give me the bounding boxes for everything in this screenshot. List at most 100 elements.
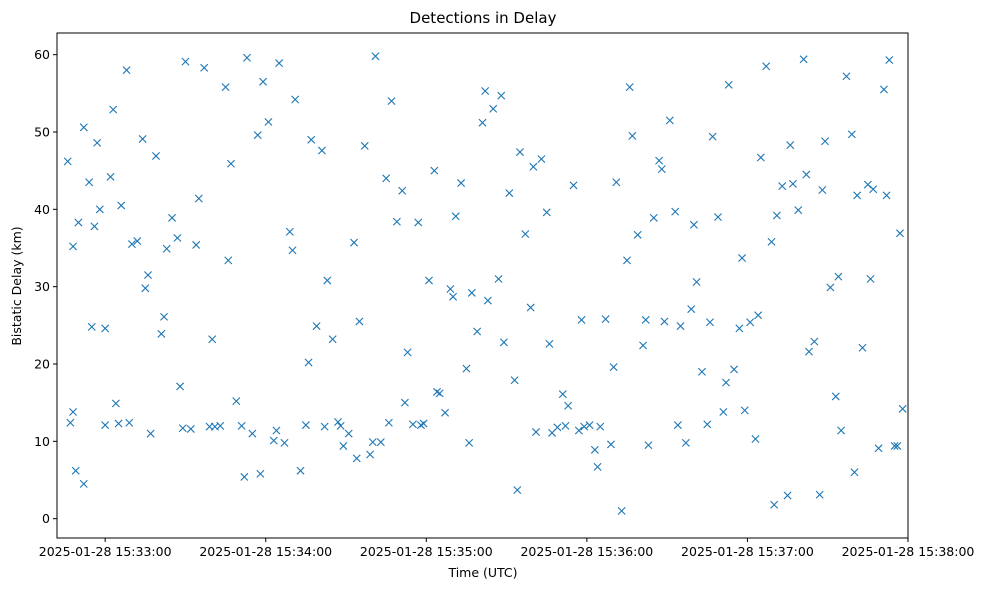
data-point [449, 292, 458, 301]
data-point [133, 237, 142, 246]
data-point [141, 284, 150, 293]
data-point [526, 303, 535, 312]
data-point [101, 324, 110, 333]
x-tick-label: 2025-01-28 15:34:00 [199, 544, 332, 559]
data-point [804, 347, 813, 356]
data-point [786, 141, 795, 150]
data-point [705, 318, 714, 327]
data-point [778, 182, 787, 191]
data-point [446, 284, 455, 293]
data-point [368, 438, 377, 447]
data-point [398, 186, 407, 195]
x-tick-label: 2025-01-28 15:37:00 [681, 544, 814, 559]
y-axis-label: Bistatic Delay (km) [9, 226, 24, 345]
data-point [301, 421, 310, 430]
data-point [815, 490, 824, 499]
data-point [416, 421, 425, 430]
data-point [714, 213, 722, 222]
data-point [751, 435, 760, 443]
data-point [730, 365, 739, 374]
data-point [93, 138, 102, 147]
data-point [433, 387, 441, 396]
data-point [853, 191, 862, 200]
data-point [505, 189, 514, 198]
data-point [879, 85, 888, 94]
x-tick-label: 2025-01-28 15:38:00 [842, 544, 975, 559]
data-point [237, 421, 246, 430]
plot-area-frame [56, 32, 909, 539]
data-point [106, 172, 115, 181]
data-point [850, 468, 859, 477]
data-point [687, 305, 696, 314]
data-point [384, 418, 393, 427]
data-point [352, 454, 361, 463]
data-point [334, 418, 342, 426]
data-point [304, 358, 313, 367]
data-point [240, 472, 249, 481]
data-point [740, 406, 749, 415]
data-point [291, 95, 300, 104]
data-point [754, 311, 763, 320]
data-point [762, 62, 771, 71]
data-point [288, 246, 297, 255]
data-point [109, 105, 118, 114]
data-point [226, 159, 235, 168]
data-point [74, 218, 83, 227]
data-point [513, 486, 522, 495]
data-point [673, 421, 682, 430]
data-point [336, 421, 345, 430]
data-point [644, 441, 653, 450]
data-point [489, 104, 498, 113]
data-point [756, 153, 765, 162]
data-point [746, 318, 755, 327]
data-point [157, 329, 166, 338]
data-point [558, 390, 567, 399]
y-tick-label: 50 [34, 124, 50, 139]
data-point [90, 222, 99, 231]
data-point [770, 500, 779, 509]
data-point [192, 240, 201, 249]
data-point [869, 185, 878, 194]
data-point [783, 491, 792, 500]
data-point [259, 77, 268, 86]
data-point [160, 312, 169, 321]
data-point [703, 420, 712, 429]
data-point [392, 217, 401, 226]
data-point [561, 421, 570, 430]
data-point [553, 423, 562, 432]
data-point [738, 254, 747, 263]
data-point [826, 283, 835, 292]
data-point [125, 418, 134, 427]
data-point [457, 179, 466, 188]
data-point [323, 276, 332, 285]
data-point [216, 421, 225, 430]
data-point [101, 421, 110, 430]
data-point [146, 429, 155, 438]
data-point [253, 131, 262, 140]
data-point [858, 343, 867, 352]
data-point [719, 407, 728, 416]
data-point [280, 438, 289, 447]
data-point [382, 174, 391, 183]
data-point [85, 178, 94, 187]
data-point [200, 63, 209, 72]
data-point [772, 211, 781, 220]
data-point [403, 348, 412, 357]
data-point [114, 419, 123, 428]
data-point [430, 166, 439, 175]
data-point [692, 278, 701, 287]
data-point [625, 83, 634, 92]
data-point [178, 424, 187, 433]
data-point [320, 422, 329, 431]
data-point [799, 55, 808, 64]
data-point [821, 137, 830, 146]
data-point [521, 230, 530, 239]
data-point [138, 134, 147, 143]
data-point [577, 315, 586, 324]
data-point [697, 367, 706, 376]
data-point [818, 186, 827, 194]
data-point [810, 337, 819, 346]
data-point [898, 404, 907, 413]
